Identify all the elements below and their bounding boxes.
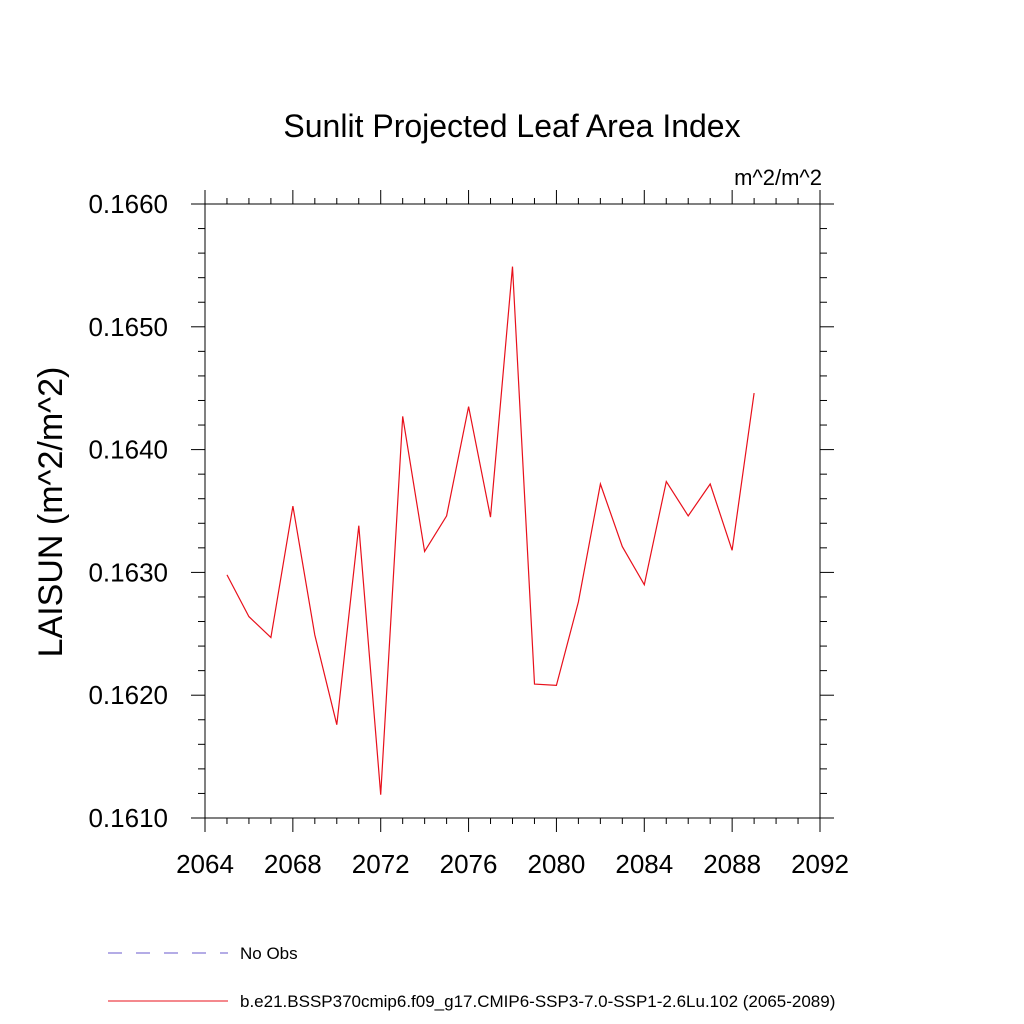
y-tick-label: 0.1610 [88,803,168,833]
x-tick-label: 2064 [176,849,234,879]
y-tick-label: 0.1640 [88,435,168,465]
x-tick-label: 2084 [615,849,673,879]
legend: No Obs b.e21.BSSP370cmip6.f09_g17.CMIP6-S… [108,944,835,1011]
units-label: m^2/m^2 [734,165,822,190]
plot-frame [204,203,821,819]
legend-label: b.e21.BSSP370cmip6.f09_g17.CMIP6-SSP3-7.… [240,992,835,1011]
axis-ticks [191,190,834,832]
x-tick-label: 2076 [440,849,498,879]
x-tick-label: 2088 [703,849,761,879]
y-tick-label: 0.1630 [88,557,168,587]
series-layer [226,266,755,795]
x-tick-labels: 2064 2068 2072 2076 2080 2084 2088 2092 [176,849,849,879]
y-tick-label: 0.1650 [88,312,168,342]
y-axis-label: LAISUN (m^2/m^2) [32,367,70,658]
x-tick-label: 2080 [528,849,586,879]
legend-label: No Obs [240,944,298,963]
chart-title: Sunlit Projected Leaf Area Index [283,108,740,144]
y-tick-label: 0.1660 [88,189,168,219]
x-tick-label: 2072 [352,849,410,879]
series-line [226,266,755,795]
y-tick-label: 0.1620 [88,680,168,710]
y-tick-labels: 0.1610 0.1620 0.1630 0.1640 0.1650 0.1660 [88,189,168,833]
x-tick-label: 2068 [264,849,322,879]
x-tick-label: 2092 [791,849,849,879]
